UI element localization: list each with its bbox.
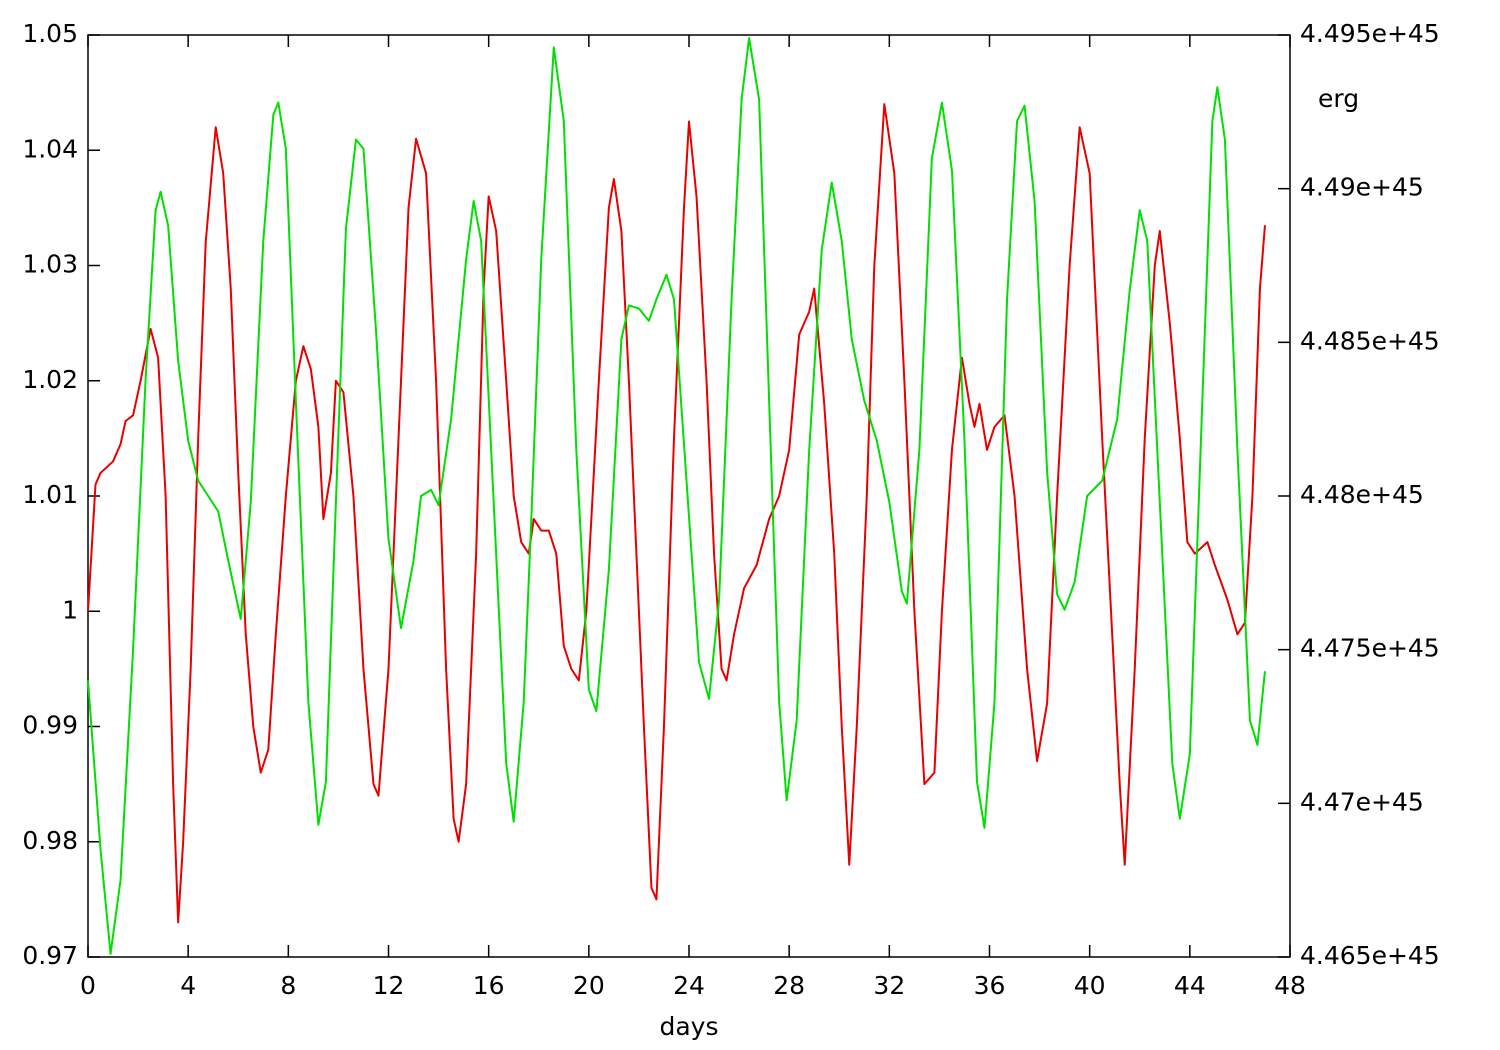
x-tick-label: 0 <box>80 971 96 1000</box>
y2-tick-label: 4.47e+45 <box>1300 787 1424 816</box>
y2-tick-label: 4.475e+45 <box>1300 634 1440 663</box>
x-tick-label: 4 <box>180 971 196 1000</box>
x-tick-label: 12 <box>373 971 405 1000</box>
x-tick-label: 20 <box>573 971 605 1000</box>
series-line <box>87 103 1266 924</box>
x-tick-label: 8 <box>280 971 296 1000</box>
y-tick-label: 1.01 <box>22 480 78 509</box>
x-tick-label: 16 <box>473 971 505 1000</box>
y2-tick-label: 4.485e+45 <box>1300 326 1440 355</box>
y-tick-label: 1.02 <box>22 365 78 394</box>
y-tick-label: 0.97 <box>22 941 78 970</box>
y-tick-label: 1.05 <box>22 19 78 48</box>
y2-axis-label: erg <box>1318 84 1359 113</box>
x-tick-label: 24 <box>673 971 705 1000</box>
y-tick-label: 1 <box>62 595 78 624</box>
x-tick-label: 32 <box>873 971 905 1000</box>
y-tick-label: 0.99 <box>22 711 78 740</box>
x-tick-label: 28 <box>773 971 805 1000</box>
y2-tick-label: 4.495e+45 <box>1300 19 1440 48</box>
x-axis-label: days <box>659 1012 718 1041</box>
x-tick-label: 44 <box>1174 971 1206 1000</box>
x-tick-label: 48 <box>1274 971 1306 1000</box>
x-tick-label: 36 <box>974 971 1006 1000</box>
y2-tick-label: 4.465e+45 <box>1300 941 1440 970</box>
y2-tick-label: 4.49e+45 <box>1300 173 1424 202</box>
y-tick-label: 0.98 <box>22 826 78 855</box>
y2-tick-label: 4.48e+45 <box>1300 480 1424 509</box>
y-tick-label: 1.04 <box>22 134 78 163</box>
x-tick-label: 40 <box>1074 971 1106 1000</box>
series-line <box>87 37 1266 955</box>
y-tick-label: 1.03 <box>22 250 78 279</box>
